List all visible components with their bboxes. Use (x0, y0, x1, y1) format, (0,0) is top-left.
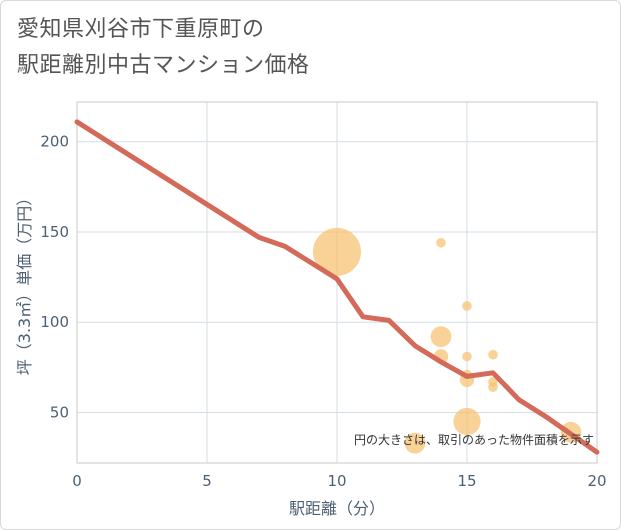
y-axis-ticks: 50 100 150 200 (40, 133, 69, 422)
bubble-point (462, 351, 472, 362)
x-tick-label: 0 (72, 472, 82, 490)
bubble-series (313, 227, 582, 454)
chart-title: 愛知県刈谷市下重原町の 駅距離別中古マンション価格 (17, 12, 310, 84)
x-axis-title: 駅距離（分） (289, 499, 385, 518)
chart-title-line-2: 駅距離別中古マンション価格 (17, 53, 310, 78)
bubble-point (488, 349, 498, 360)
bubble-point (488, 382, 498, 392)
x-tick-label: 5 (202, 472, 212, 490)
chart-title-line-1: 愛知県刈谷市下重原町の (17, 17, 265, 42)
plot-area (76, 101, 598, 464)
y-tick-label: 200 (40, 133, 69, 151)
x-tick-label: 10 (327, 472, 346, 490)
grid-lines (77, 102, 597, 463)
y-tick-label: 50 (50, 403, 69, 421)
x-tick-label: 20 (587, 472, 606, 490)
y-tick-label: 150 (40, 223, 69, 241)
average-price-line (74, 119, 600, 455)
average-line-series (74, 119, 600, 455)
bubble-point (453, 407, 481, 436)
x-axis-ticks: 0 5 10 15 20 (72, 472, 606, 490)
bubble-point (462, 301, 472, 311)
x-tick-label: 15 (457, 472, 476, 490)
size-annotation: 円の大きさは、取引のあった物件面積を示す (354, 432, 594, 447)
y-tick-label: 100 (40, 313, 69, 331)
y-axis-title: 坪（3.3㎡）単価（万円） (15, 190, 34, 375)
bubble-point (313, 227, 361, 276)
bubble-point (430, 326, 452, 348)
bubble-point (436, 237, 446, 248)
bubble-point (404, 432, 426, 454)
